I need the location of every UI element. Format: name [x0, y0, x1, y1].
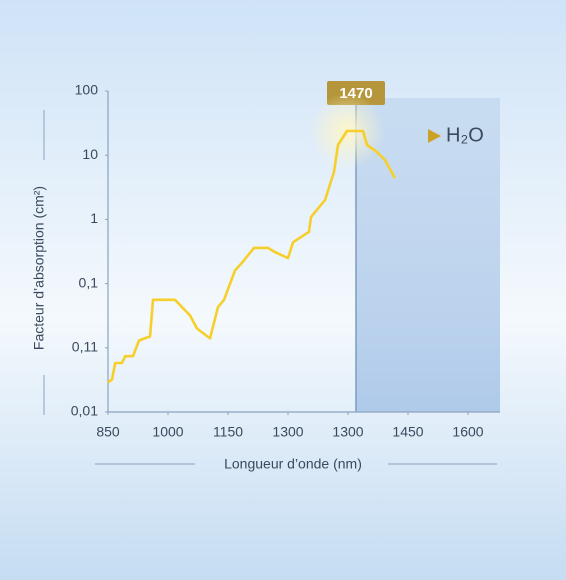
y-tick-label: 100: [75, 82, 99, 98]
data-line: [107, 129, 397, 384]
x-tick-label: 1300: [272, 424, 303, 440]
x-tick-label: 1150: [213, 424, 243, 440]
y-tick-label: 10: [82, 146, 98, 162]
legend-label: H₂O: [446, 124, 484, 146]
y-tick-label: 1: [90, 210, 98, 226]
y-tick-label: 0,11: [72, 339, 98, 355]
y-tick-label: 0,01: [71, 403, 98, 419]
highlight-region: [356, 98, 500, 412]
y-tick-label: 0,1: [79, 274, 99, 290]
x-tick-label: 850: [96, 424, 120, 440]
x-tick-label: 1000: [152, 424, 183, 440]
legend-swatch: [428, 129, 441, 143]
x-tick-label: 1300: [332, 424, 363, 440]
x-tick-label: 1450: [392, 424, 423, 440]
y-axis-title: Facteur d’absorption (cm²): [31, 186, 47, 350]
x-tick-label: 1600: [452, 424, 483, 440]
x-axis-title: Longueur d’onde (nm): [224, 456, 362, 472]
